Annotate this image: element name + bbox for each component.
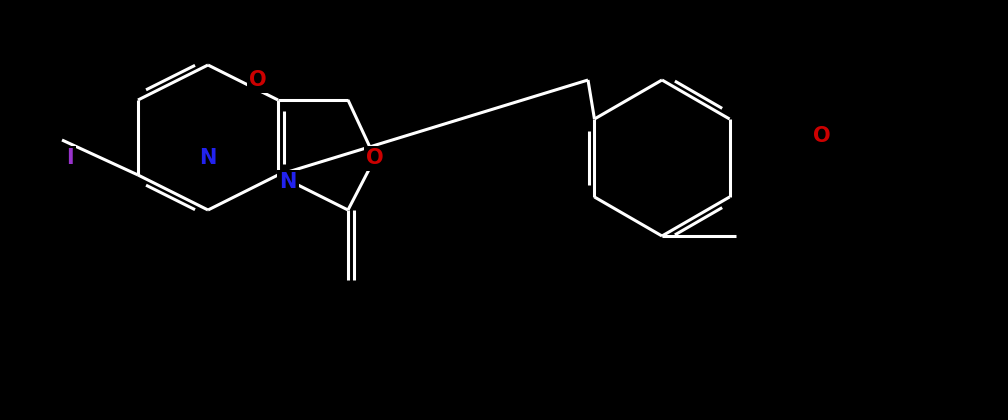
Text: I: I <box>67 148 74 168</box>
Text: O: O <box>813 126 831 146</box>
Text: N: N <box>279 172 296 192</box>
Text: O: O <box>249 70 267 90</box>
Text: O: O <box>366 148 384 168</box>
Text: N: N <box>200 148 217 168</box>
